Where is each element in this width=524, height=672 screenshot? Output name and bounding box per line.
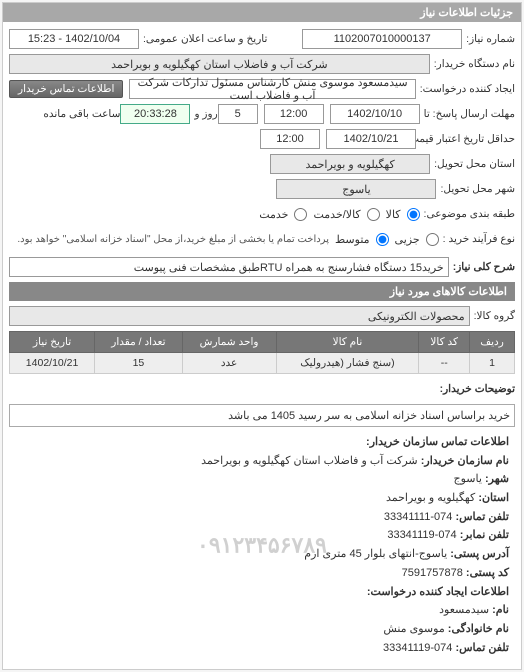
validity-time-field: 12:00 [260,129,320,149]
requester-label: ایجاد کننده درخواست: [420,83,515,95]
remain-time-field: 20:33:28 [120,104,190,124]
class-opt1-label: کالا [386,208,401,221]
process-radio-1[interactable] [426,233,439,246]
class-opt2-label: کالا/خدمت [313,208,360,221]
class-radio-3[interactable] [294,208,307,221]
items-table: ردیف کد کالا نام کالا واحد شمارش تعداد /… [9,331,515,374]
remain-suffix: ساعت باقی مانده [43,108,120,120]
cname-val: سیدمسعود [439,604,489,616]
ccphone-label: تلفن تماس: [455,642,509,654]
validity-label: حداقل تاریخ اعتبار قیمت: تا تاریخ: [420,133,515,145]
panel-title: جزئیات اطلاعات نیاز [3,3,521,22]
deadline-date-field: 1402/10/10 [330,104,420,124]
caddr-val: یاسوج-انتهای بلوار 45 متری ارم [304,548,447,560]
class-opt-kala[interactable]: کالا [386,208,420,221]
process-radio-2[interactable] [376,233,389,246]
main-desc-label: شرح کلی نیاز: [453,261,515,273]
buyer-note-box: خرید براساس اسناد خزانه اسلامی به سر رسی… [9,404,515,427]
class-radio-1[interactable] [407,208,420,221]
class-opt-khedmat[interactable]: خدمت [259,208,307,221]
items-section-title: اطلاعات کالاهای مورد نیاز [9,282,515,301]
table-row: 1 -- (سنج فشار (هیدرولیک عدد 15 1402/10/… [10,353,515,374]
form-body: شماره نیاز: 1102007010000137 تاریخ و ساع… [3,22,521,669]
buyer-contact-button[interactable]: اطلاعات تماس خریدار [9,80,123,98]
cpostal-label: کد پستی: [466,567,509,579]
cprov-val: کهگیلویه و بویراحمد [386,492,475,504]
class-label: طبقه بندی موضوعی: [424,208,515,220]
remain-days-label: روز و [194,108,217,120]
creator-title: اطلاعات ایجاد کننده درخواست: [367,586,509,598]
validity-date-field: 1402/10/21 [326,129,416,149]
need-no-field: 1102007010000137 [302,29,462,49]
col-date: تاریخ نیاز [10,332,95,353]
remain-days-field: 5 [218,104,258,124]
announce-label: تاریخ و ساعت اعلان عمومی: [143,33,267,45]
col-qty: تعداد / مقدار [95,332,182,353]
ccphone-val: 074-33341119 [383,642,452,654]
city-field: یاسوج [276,179,436,199]
class-opt3-label: خدمت [259,208,288,221]
process-opt-jozi[interactable]: جزیی [395,233,439,246]
cphone-val: 074-33341111 [384,511,453,523]
requester-field: سیدمسعود موسوی منش کارشناس مسئول تدارکات… [129,79,415,99]
contact-block: ۰۹۱۲۳۴۵۶۷۸۹ اطلاعات تماس سازمان خریدار: … [9,427,515,663]
ccity-val: یاسوج [453,473,481,485]
caddr-label: آدرس پستی: [450,548,509,560]
cell-name: (سنج فشار (هیدرولیک [276,353,419,374]
col-row: ردیف [470,332,515,353]
cell-date: 1402/10/21 [10,353,95,374]
province-label: استان محل تحویل: [434,158,515,170]
cfax-val: 074-33341119 [387,529,456,541]
col-code: کد کالا [419,332,470,353]
deadline-time-field: 12:00 [264,104,324,124]
contact-title: اطلاعات تماس سازمان خریدار: [366,436,509,448]
cfax-label: تلفن نمابر: [460,529,509,541]
corg-label: نام سازمان خریدار: [421,455,509,467]
items-header-row: ردیف کد کالا نام کالا واحد شمارش تعداد /… [10,332,515,353]
process-label: نوع فرآیند خرید : [443,233,515,245]
cfamily-val: موسوی منش [383,623,444,635]
class-radio-2[interactable] [367,208,380,221]
main-desc-field: خرید15 دستگاه فشارسنج به همراه RTUطبق مش… [9,257,449,277]
need-details-panel: جزئیات اطلاعات نیاز شماره نیاز: 11020070… [2,2,522,670]
cname-label: نام: [492,604,509,616]
cell-unit: عدد [182,353,276,374]
process-note: پرداخت تمام یا بخشی از مبلغ خرید،از محل … [17,234,329,245]
process-opt2-label: متوسط [335,233,370,246]
group-field: محصولات الکترونیکی [9,306,470,326]
announce-field: 1402/10/04 - 15:23 [9,29,139,49]
cell-qty: 15 [95,353,182,374]
cfamily-label: نام خانوادگی: [448,623,509,635]
need-no-label: شماره نیاز: [466,33,515,45]
process-opt-motavaset[interactable]: متوسط [335,233,389,246]
cpostal-val: 7591757878 [402,567,463,579]
buyer-org-label: نام دستگاه خریدار: [434,58,515,70]
col-name: نام کالا [276,332,419,353]
cell-code: -- [419,353,470,374]
corg-val: شرکت آب و فاضلاب استان کهگیلویه و بویراح… [201,455,418,467]
province-field: کهگیلویه و بویراحمد [270,154,430,174]
class-opt-khadamat[interactable]: کالا/خدمت [313,208,379,221]
buyer-note-label: توضیحات خریدار: [440,383,515,395]
deadline-label: مهلت ارسال پاسخ: تا [424,108,515,120]
ccity-label: شهر: [485,473,509,485]
city-label: شهر محل تحویل: [440,183,515,195]
buyer-org-field: شرکت آب و فاضلاب استان کهگیلویه و بویراح… [9,54,430,74]
cell-row: 1 [470,353,515,374]
cphone-label: تلفن تماس: [455,511,509,523]
group-label: گروه کالا: [474,310,515,322]
cprov-label: استان: [478,492,509,504]
col-unit: واحد شمارش [182,332,276,353]
process-opt1-label: جزیی [395,233,420,246]
